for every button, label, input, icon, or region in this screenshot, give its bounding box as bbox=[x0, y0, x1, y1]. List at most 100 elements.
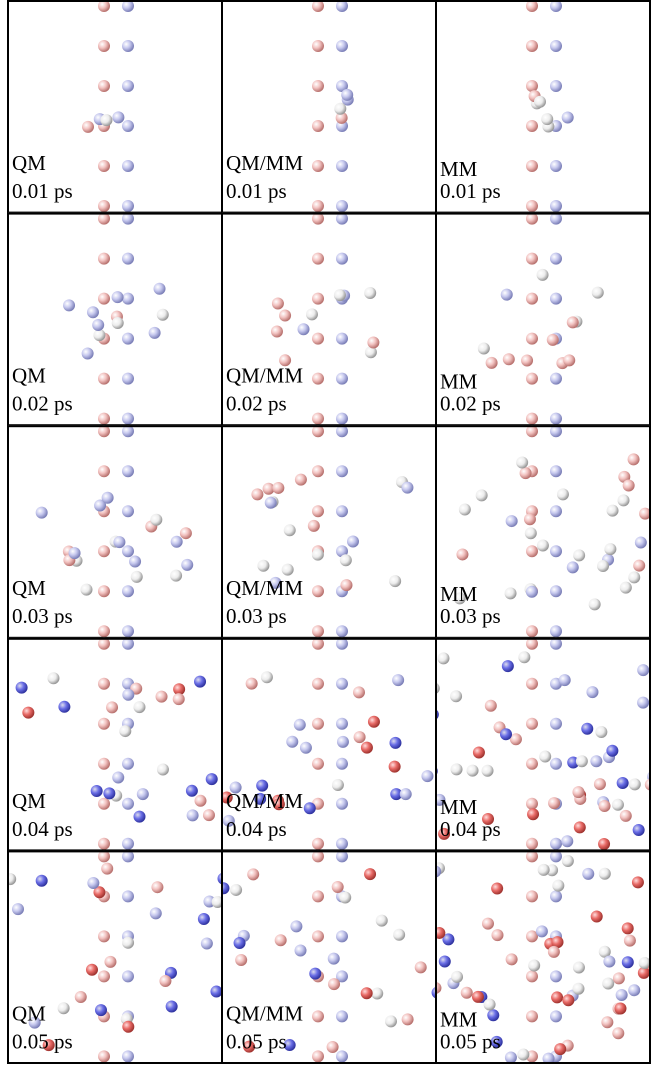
atom bbox=[98, 212, 110, 225]
atom bbox=[122, 412, 134, 425]
atom bbox=[327, 952, 340, 965]
atom bbox=[481, 764, 494, 777]
atom bbox=[551, 991, 564, 1004]
atom bbox=[614, 1002, 627, 1015]
method-label: MM bbox=[440, 370, 478, 394]
atom bbox=[153, 282, 166, 295]
atom bbox=[414, 961, 427, 974]
atom bbox=[591, 286, 604, 299]
atom bbox=[336, 757, 348, 770]
atom bbox=[307, 519, 320, 532]
atom bbox=[173, 683, 186, 696]
panel-bg bbox=[8, 637, 222, 851]
atom bbox=[541, 113, 554, 126]
atom bbox=[122, 160, 134, 172]
atom bbox=[558, 674, 571, 687]
atom bbox=[98, 545, 110, 558]
atom bbox=[471, 990, 484, 1003]
atom bbox=[566, 316, 579, 329]
time-label: 0.04 ps bbox=[12, 817, 73, 841]
atom bbox=[104, 955, 117, 968]
atom bbox=[509, 733, 522, 746]
panel: MM0.04 ps bbox=[436, 637, 650, 851]
atom bbox=[150, 513, 163, 526]
atom bbox=[47, 672, 60, 685]
atom bbox=[537, 863, 550, 876]
atom bbox=[516, 456, 529, 469]
atom bbox=[35, 506, 48, 519]
atom bbox=[312, 412, 324, 425]
panel-bg bbox=[436, 425, 650, 638]
atom bbox=[101, 862, 114, 875]
atom bbox=[271, 297, 284, 310]
atom bbox=[550, 160, 562, 172]
atom bbox=[460, 986, 473, 999]
atom bbox=[281, 563, 294, 576]
atom bbox=[472, 746, 485, 759]
time-label: 0.03 ps bbox=[440, 604, 501, 628]
atom bbox=[550, 372, 562, 385]
atom bbox=[86, 306, 99, 319]
atom bbox=[235, 953, 248, 966]
atom bbox=[556, 488, 569, 501]
atom bbox=[336, 425, 348, 438]
method-label: MM bbox=[440, 795, 478, 819]
atom bbox=[606, 744, 619, 757]
atom bbox=[122, 252, 134, 265]
atom bbox=[526, 757, 538, 770]
atom bbox=[336, 80, 348, 92]
atom bbox=[637, 664, 650, 677]
atom bbox=[194, 794, 207, 807]
atom bbox=[98, 0, 110, 12]
atom bbox=[122, 0, 134, 12]
atom bbox=[294, 944, 307, 957]
atom bbox=[151, 881, 164, 894]
atom bbox=[436, 793, 446, 806]
atom bbox=[243, 1040, 256, 1053]
atom bbox=[526, 332, 538, 345]
atom bbox=[148, 326, 161, 339]
atom bbox=[527, 808, 540, 821]
atom bbox=[336, 970, 348, 983]
atom bbox=[501, 660, 514, 673]
atom bbox=[526, 412, 538, 425]
atom bbox=[546, 864, 559, 877]
panel: QM 0.05 ps bbox=[8, 850, 222, 1063]
time-label: 0.02 ps bbox=[440, 392, 501, 416]
atom bbox=[550, 292, 562, 305]
atom bbox=[122, 1020, 135, 1033]
atom bbox=[222, 791, 233, 804]
atom bbox=[122, 1050, 134, 1063]
atom bbox=[548, 797, 561, 810]
atom bbox=[550, 585, 562, 598]
panel: QM 0.04 ps bbox=[8, 637, 222, 851]
atom bbox=[598, 799, 611, 812]
atom bbox=[98, 200, 110, 212]
atom bbox=[94, 499, 107, 512]
atom bbox=[93, 329, 106, 342]
atom bbox=[466, 764, 479, 777]
atom bbox=[353, 731, 366, 744]
atom bbox=[637, 696, 650, 709]
atom bbox=[303, 802, 316, 815]
atom bbox=[336, 850, 348, 863]
atom bbox=[598, 867, 611, 880]
atom bbox=[98, 585, 110, 598]
atom bbox=[312, 120, 324, 132]
atom bbox=[186, 809, 199, 822]
atom bbox=[526, 625, 538, 638]
time-label: 0.02 ps bbox=[226, 392, 287, 416]
panel: MM0.01 ps bbox=[436, 0, 650, 213]
atom bbox=[504, 587, 517, 600]
atom bbox=[518, 651, 531, 664]
method-label: QM bbox=[12, 789, 46, 813]
atom bbox=[438, 827, 451, 840]
atom bbox=[312, 717, 324, 730]
atom bbox=[481, 917, 494, 930]
atom bbox=[312, 677, 324, 690]
atom bbox=[122, 637, 134, 650]
atom bbox=[563, 354, 576, 367]
atom bbox=[111, 291, 124, 304]
atom bbox=[554, 1043, 567, 1056]
atom bbox=[604, 543, 617, 556]
